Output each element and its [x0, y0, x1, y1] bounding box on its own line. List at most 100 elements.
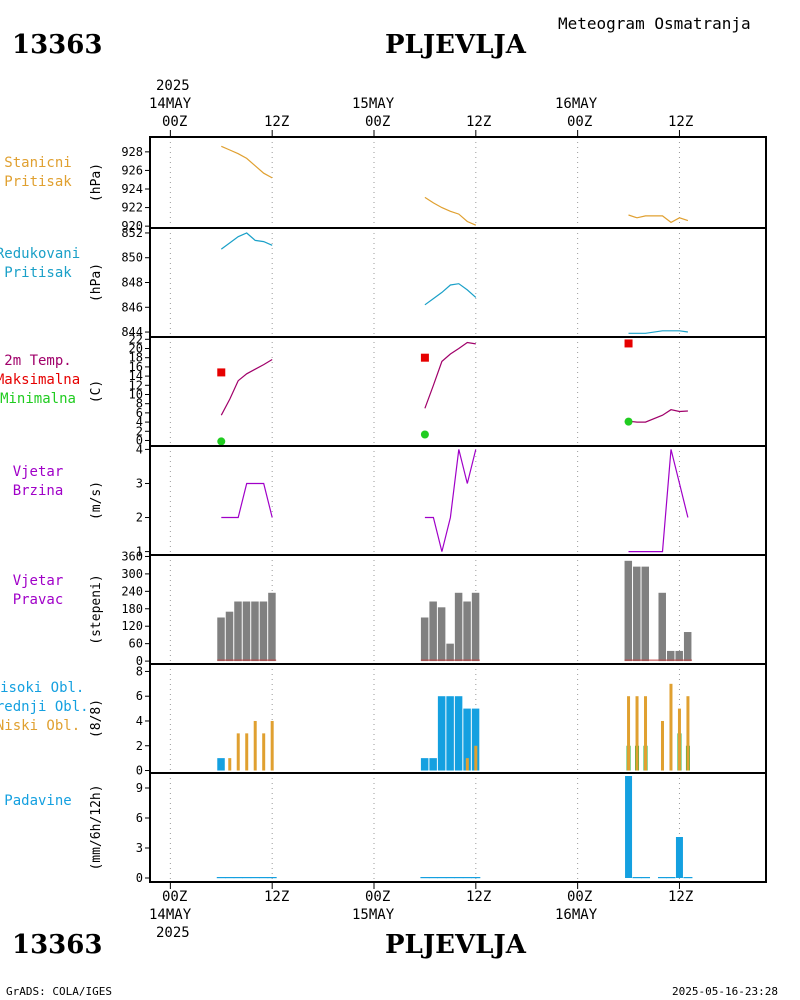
precipitation-bar [225, 877, 235, 879]
cloud-low-bar [686, 696, 690, 771]
wind-direction-bar [658, 592, 666, 662]
y-tick-label: 1 [136, 545, 143, 559]
precipitation-bar [242, 877, 252, 879]
wind-direction-bar [463, 601, 471, 662]
y-tick-label: 6 [136, 406, 143, 420]
wind-direction-bar [666, 650, 675, 662]
y-tick-label: 920 [121, 219, 143, 233]
panel-label-pravac: Pravac [13, 592, 64, 608]
y-axis-label: (hPa) [89, 263, 104, 302]
series-line [628, 330, 688, 334]
y-tick-label: 3 [136, 476, 143, 490]
footer-station-id: 13363 [12, 930, 103, 960]
y-tick-label: 928 [121, 145, 143, 159]
cloud-low-bar [253, 720, 257, 771]
footer-station-name: PLJEVLJA [385, 930, 526, 960]
precipitation-bar [267, 877, 277, 879]
wind-direction-bar [675, 650, 683, 662]
y-tick-label: 12 [129, 378, 143, 392]
footer-timestamp: 2025-05-16-23:28 [672, 985, 778, 998]
precipitation-bar [683, 877, 693, 879]
bottom-hour-12: 12Z [264, 889, 290, 905]
series-line [628, 214, 689, 224]
y-tick-label: 0 [136, 654, 143, 668]
top-year: 2025 [156, 78, 190, 94]
precipitation-bar [259, 877, 269, 879]
y-tick-label: 0 [136, 433, 143, 447]
y-tick-label: 60 [129, 637, 143, 651]
wind-direction-bar [259, 601, 268, 662]
panel-label-2m-temp-: 2m Temp. [4, 353, 71, 369]
y-tick-label: 850 [121, 251, 143, 265]
wind-direction-bar [437, 607, 446, 662]
panel-label-redukovani: Redukovani [0, 246, 80, 262]
precipitation-bar [471, 877, 481, 879]
y-axis-label: (8/8) [89, 699, 104, 738]
panel-label-vjetar: Vjetar [13, 464, 64, 480]
y-tick-label: 4 [136, 415, 143, 429]
series-line [220, 358, 273, 416]
y-tick-label: 240 [121, 584, 143, 598]
y-tick-label: 4 [136, 714, 143, 728]
precipitation-bar [233, 877, 243, 879]
y-tick-label: 18 [129, 351, 143, 365]
panel-label-vjetar: Vjetar [13, 573, 64, 589]
y-axis-label: (m/s) [89, 481, 104, 520]
y-tick-label: 20 [129, 341, 143, 355]
header-station-id: 13363 [12, 30, 103, 60]
precipitation-bar [454, 877, 464, 879]
y-tick-label: 6 [136, 811, 143, 825]
series-line [628, 449, 689, 553]
panel-label-minimalna: Minimalna [0, 391, 76, 407]
wind-direction-bar [624, 560, 633, 662]
top-hour-36: 12Z [466, 114, 492, 130]
y-tick-label: 0 [136, 871, 143, 885]
y-tick-label: 846 [121, 300, 143, 314]
wind-direction-bar [217, 617, 225, 662]
y-tick-label: 844 [121, 325, 143, 339]
wind-direction-bar [251, 601, 259, 662]
precipitation-bar [420, 877, 430, 879]
bottom-hour-60: 12Z [668, 889, 694, 905]
y-tick-label: 2 [136, 739, 143, 753]
precipitation-bar [462, 877, 472, 879]
panel-frame [149, 336, 767, 447]
min-temp-marker [420, 430, 429, 439]
y-tick-label: 10 [129, 387, 143, 401]
cloud-low-bar [245, 733, 249, 771]
panel-station_pressure [145, 136, 767, 229]
bottom-hour-24: 00Z [365, 889, 391, 905]
wind-direction-bar [242, 601, 251, 662]
cloud-high-bar [454, 696, 463, 771]
header-station-name: PLJEVLJA [385, 30, 526, 60]
cloud-low-bar [669, 683, 673, 771]
panel-frame [149, 227, 767, 338]
cloud-low-bar [660, 720, 664, 771]
wind-direction-bar [268, 592, 276, 662]
footer-credit: GrADS: COLA/IGES [6, 985, 112, 998]
bottom-date-14may: 14MAY [149, 907, 192, 923]
cloud-high-bar [429, 758, 437, 771]
precipitation-bar [641, 877, 651, 879]
cloud-low-bar [677, 708, 681, 771]
panel-label-niski-obl-: Niski Obl. [0, 718, 80, 734]
precipitation-bar [216, 877, 226, 879]
panel-frame [149, 772, 767, 883]
top-hour-60: 12Z [668, 114, 694, 130]
wind-direction-bar [471, 592, 480, 662]
cloud-low-bar [228, 758, 232, 771]
wind-direction-bar [633, 566, 641, 662]
top-date-14may: 14MAY [149, 96, 192, 112]
y-tick-label: 0 [136, 764, 143, 778]
precipitation-bar [445, 877, 455, 879]
series-line [221, 145, 273, 179]
bottom-hour-36: 12Z [466, 889, 492, 905]
bottom-date-15may: 15MAY [352, 907, 395, 923]
y-tick-label: 924 [121, 182, 143, 196]
bottom-hour-48: 00Z [567, 889, 593, 905]
y-tick-label: 6 [136, 689, 143, 703]
precipitation-bar [666, 877, 676, 879]
panel-label-brzina: Brzina [13, 483, 64, 499]
y-tick-label: 180 [121, 602, 143, 616]
top-hour-24: 00Z [365, 114, 391, 130]
